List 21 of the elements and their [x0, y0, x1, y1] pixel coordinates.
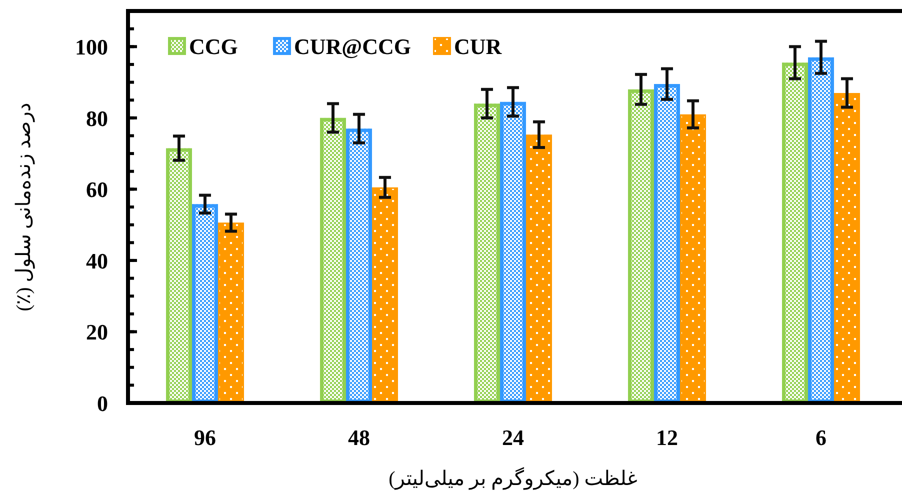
- x-tick-label: 96: [194, 425, 216, 450]
- bar: [834, 92, 860, 403]
- legend-label: CUR: [454, 34, 503, 59]
- x-tick-label: 12: [656, 425, 678, 450]
- y-axis-title: درصد زنده‌مانی سلول (٪): [13, 102, 35, 312]
- y-tick-label: 0: [97, 391, 108, 416]
- y-tick-label: 20: [86, 320, 108, 345]
- x-axis-title: غلظت (میکروگرم بر میلی‌لیتر): [388, 467, 638, 490]
- bar: [526, 134, 552, 403]
- y-tick-label: 100: [75, 34, 108, 60]
- legend-label: CUR@CCG: [294, 34, 412, 59]
- y-tick-label: 40: [86, 248, 108, 274]
- bar: [218, 222, 244, 403]
- legend-label: CCG: [189, 34, 238, 59]
- x-tick-label: 24: [502, 425, 524, 450]
- bar: [372, 187, 398, 403]
- x-tick-label: 6: [816, 425, 826, 450]
- x-tick-label: 48: [348, 425, 370, 450]
- bar: [680, 114, 706, 403]
- y-tick-label: 80: [86, 106, 108, 131]
- y-tick-label: 60: [86, 177, 108, 202]
